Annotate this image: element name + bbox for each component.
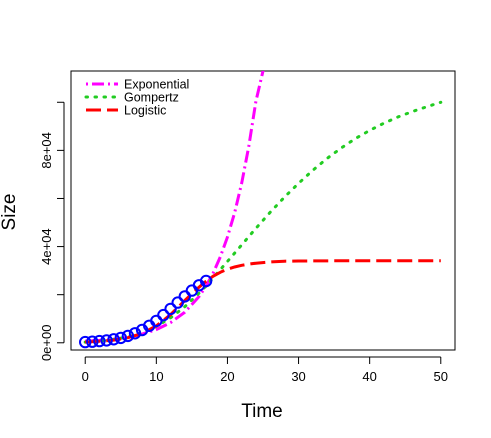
data-point: [199, 274, 213, 288]
data-point: [171, 296, 184, 309]
data-point: [164, 302, 177, 316]
axes: 0 10 20 30 40 50 0e+00 4e+04 8e+04: [39, 101, 448, 384]
y-axis-label: Size: [0, 194, 20, 231]
x-tick-label: 30: [291, 369, 305, 384]
data-point: [107, 333, 120, 346]
data-point: [93, 334, 106, 348]
y-tick-label: 8e+04: [39, 132, 54, 169]
data-point: [100, 334, 113, 347]
x-axis-label: Time: [241, 401, 283, 422]
legend-label-gompertz: Gompertz: [124, 91, 179, 105]
legend-label-exponential: Exponential: [124, 78, 189, 92]
data-point: [86, 335, 99, 348]
x-tick-label: 20: [220, 369, 234, 384]
y-tick-label: 0e+00: [39, 325, 54, 362]
data-point: [157, 308, 170, 322]
data-point: [114, 331, 128, 345]
x-tick-label: 40: [362, 369, 376, 384]
x-tick-label: 10: [149, 369, 163, 384]
observed-points: [79, 274, 213, 349]
y-tick-label: 4e+04: [39, 228, 54, 265]
x-tick-label: 0: [82, 369, 89, 384]
data-point: [128, 327, 142, 340]
series-line-gompertz: [83, 100, 443, 344]
legend-label-logistic: Logistic: [124, 104, 166, 118]
data-point: [121, 329, 135, 343]
data-point: [79, 335, 92, 349]
x-tick-label: 50: [434, 369, 448, 384]
